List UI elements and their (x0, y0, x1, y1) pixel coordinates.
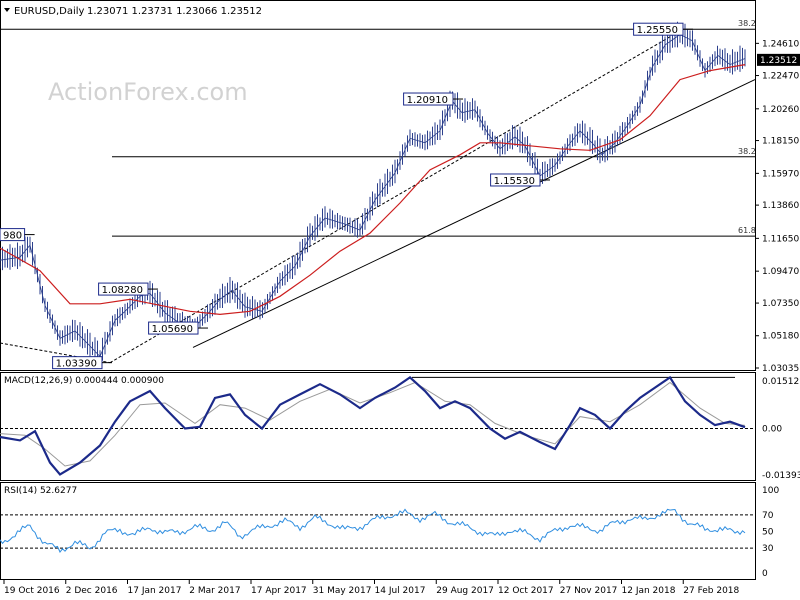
svg-text:1.20910: 1.20910 (407, 95, 448, 106)
macd-signal-line (0, 381, 746, 467)
current-price-tag (757, 53, 800, 66)
y-tick-label: 1.03035 (762, 364, 799, 374)
y-tick-label: 1.24610 (762, 39, 799, 49)
macd-y-axis: 0.01512 0.00 -0.013938 (762, 377, 800, 481)
dropdown-triangle-icon (4, 8, 10, 12)
chart-symbol: EURUSD,Daily (14, 6, 85, 17)
main-y-axis: 1.24610 1.22470 1.20260 1.18150 1.15970 1.138… (755, 39, 800, 374)
x-tick-label: 17 Jan 2017 (128, 586, 182, 596)
y-tick-label: 1.11650 (762, 234, 799, 244)
x-tick-label: 19 Oct 2016 (4, 586, 60, 596)
watermark: ActionForex.com (48, 78, 248, 106)
rsi-panel-frame (0, 482, 756, 580)
price-bars (0, 21, 746, 365)
fib-level-label: 38.2 (738, 147, 756, 156)
y-tick-label: 1.13860 (762, 201, 799, 211)
trendlines (0, 28, 756, 364)
current-price-label: 1.23512 (760, 56, 797, 66)
x-tick-label: 2 Mar 2017 (189, 586, 240, 596)
trendline (109, 28, 684, 364)
moving-average-line (0, 64, 746, 316)
fib-levels: 38.2 38.2 61.8 (0, 19, 756, 237)
svg-text:1.15530: 1.15530 (494, 176, 535, 187)
x-tick-label: 27 Nov 2017 (560, 586, 618, 596)
fib-level-label: 38.2 (738, 19, 756, 28)
svg-text:1.25550: 1.25550 (637, 25, 678, 36)
x-tick-label: 12 Oct 2017 (498, 586, 554, 596)
macd-line (0, 375, 746, 476)
price-annotation: 1.08280 (98, 282, 158, 296)
x-tick-label: 17 Apr 2017 (251, 586, 307, 596)
rsi-tick-label: 100 (762, 486, 779, 496)
y-tick-label: 1.07350 (762, 299, 799, 309)
price-annotation: 1.05690 (148, 321, 208, 335)
y-tick-label: 1.05180 (762, 332, 799, 342)
price-annotations: 1.25550 1.20910 1.15530 1.08280 1.05690 1.033… (0, 22, 693, 370)
price-annotation: 1.15530 (490, 173, 550, 187)
chart-ohlc: 1.23071 1.23731 1.23066 1.23512 (87, 6, 262, 17)
rsi-label: RSI(14) 52.6277 (4, 486, 77, 496)
x-tick-label: 2 Dec 2016 (66, 586, 118, 596)
macd-panel-frame (0, 372, 756, 481)
macd-tick-label: -0.013938 (762, 471, 800, 481)
y-tick-label: 1.09470 (762, 267, 799, 277)
rsi-y-axis: 100 70 50 30 0 (762, 486, 779, 579)
svg-text:980: 980 (3, 231, 22, 242)
price-line (0, 34, 746, 358)
macd-tick-label: 0.01512 (762, 377, 799, 387)
main-panel-frame (0, 0, 756, 371)
macd-tick-label: 0.00 (762, 425, 782, 435)
rsi-indicator (0, 508, 755, 553)
macd-label: MACD(12,26,9) 0.000444 0.000900 (4, 376, 164, 386)
price-annotation: 1.25550 (633, 22, 693, 36)
rsi-tick-label: 30 (762, 544, 774, 554)
rsi-tick-label: 70 (762, 511, 774, 521)
x-tick-label: 14 Jul 2017 (375, 586, 426, 596)
price-annotation: 1.20910 (403, 92, 463, 106)
price-series (0, 21, 746, 365)
y-tick-label: 1.18150 (762, 137, 799, 147)
price-annotation: 980 (0, 228, 35, 242)
svg-text:1.03390: 1.03390 (56, 359, 97, 370)
y-tick-label: 1.22470 (762, 72, 799, 82)
x-tick-label: 12 Jan 2018 (622, 586, 676, 596)
macd-indicator (0, 375, 755, 476)
fib-level-label: 61.8 (738, 226, 756, 235)
y-tick-label: 1.15970 (762, 169, 799, 179)
x-axis: 19 Oct 2016 2 Dec 2016 17 Jan 2017 2 Mar 20… (3, 580, 740, 596)
rsi-tick-label: 50 (762, 528, 774, 538)
price-annotation: 1.03390 (52, 356, 112, 370)
rsi-tick-label: 0 (762, 569, 768, 579)
x-tick-label: 27 Feb 2018 (683, 586, 739, 596)
x-tick-label: 29 Aug 2017 (436, 586, 494, 596)
y-tick-label: 1.20260 (762, 105, 799, 115)
trendline (192, 79, 756, 348)
svg-text:1.08280: 1.08280 (102, 285, 143, 296)
svg-text:1.05690: 1.05690 (152, 324, 193, 335)
x-tick-label: 31 May 2017 (313, 586, 372, 596)
rsi-line (0, 508, 746, 553)
moving-average-series (0, 64, 746, 316)
trendline (0, 342, 111, 364)
